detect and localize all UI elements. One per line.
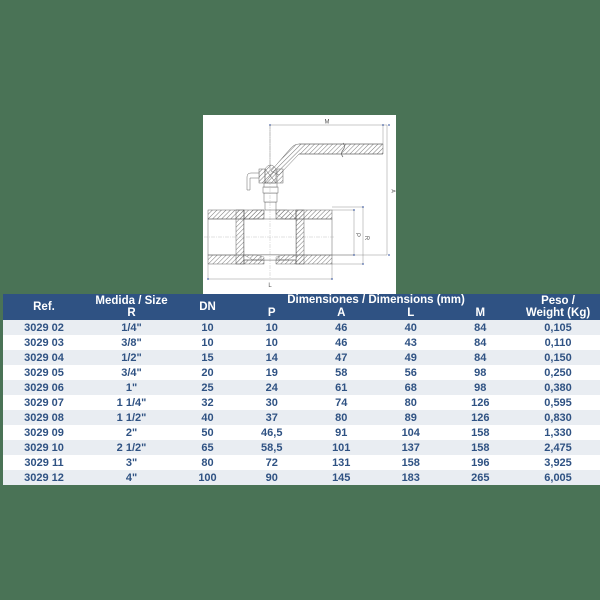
svg-text:P: P — [354, 233, 360, 237]
svg-text:L: L — [268, 283, 272, 289]
svg-text:R: R — [363, 236, 369, 241]
svg-text:A: A — [390, 189, 396, 193]
svg-text:M: M — [325, 120, 330, 126]
